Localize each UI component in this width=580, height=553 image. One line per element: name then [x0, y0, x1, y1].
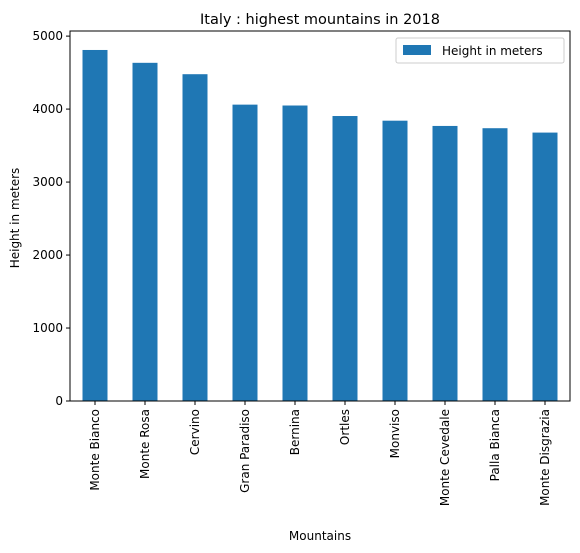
legend: Height in meters [395, 37, 565, 64]
bar-monte-cevedale [432, 125, 458, 402]
legend-entry-label: Height in meters [442, 44, 543, 58]
bar-gran-paradiso [232, 104, 258, 402]
x-tick-label: Bernina [288, 409, 302, 455]
plot-frame [69, 30, 571, 402]
bar-monviso [382, 120, 408, 401]
bar-bernina [282, 105, 308, 401]
bar-monte-bianco [82, 49, 108, 401]
x-axis-ticks: Monte Bianco Monte Rosa Cervino Gran Paradi… [88, 401, 552, 506]
x-tick-label: Monte Cevedale [438, 409, 452, 506]
y-axis-label: Height in meters [8, 168, 22, 269]
y-tick-label: 2000 [32, 248, 63, 262]
x-tick-label: Monte Rosa [138, 409, 152, 479]
y-tick-label: 4000 [32, 102, 63, 116]
x-tick-label: Cervino [188, 409, 202, 455]
bar-series [82, 49, 558, 402]
bar-cervino [182, 74, 208, 401]
y-tick-label: 5000 [32, 29, 63, 43]
bar-palla-bianca [482, 128, 508, 402]
x-axis-label: Mountains [289, 529, 351, 543]
x-tick-label: Monviso [388, 409, 402, 458]
x-tick-label: Monte Bianco [88, 409, 102, 491]
y-axis-ticks: 0 1000 2000 3000 4000 5000 [32, 29, 70, 408]
x-tick-label: Ortles [338, 409, 352, 445]
chart-title: Italy : highest mountains in 2018 [200, 12, 440, 28]
y-tick-label: 0 [55, 394, 63, 408]
bar-ortles [332, 116, 358, 402]
legend-box [395, 37, 565, 64]
bar-monte-disgrazia [532, 132, 558, 401]
x-tick-label: Gran Paradiso [238, 409, 252, 493]
legend-swatch [403, 45, 431, 55]
bar-monte-rosa [132, 62, 158, 401]
x-tick-label: Monte Disgrazia [538, 409, 552, 506]
y-tick-label: 1000 [32, 321, 63, 335]
x-tick-label: Palla Bianca [488, 409, 502, 481]
y-tick-label: 3000 [32, 175, 63, 189]
